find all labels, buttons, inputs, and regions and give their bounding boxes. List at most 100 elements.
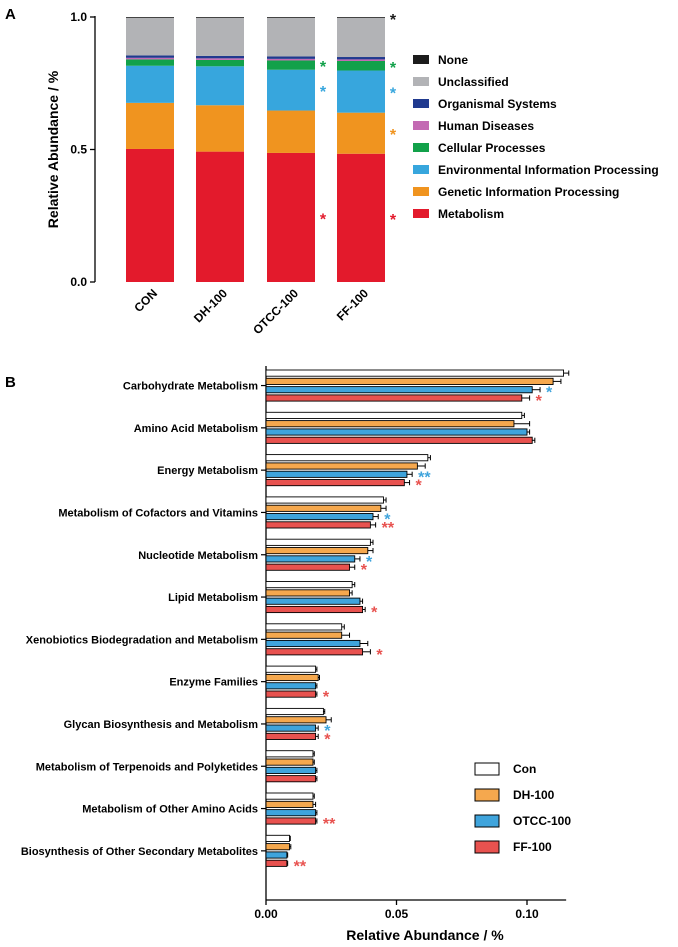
legend-swatch-ff-100 — [474, 840, 500, 854]
bar-lipid-metabolism-otcc-100 — [265, 597, 361, 605]
bar-nucleotide-metabolism-ff-100 — [265, 563, 350, 571]
bar-biosynthesis-of-other-secondary-metabolites-con — [265, 834, 290, 842]
bar-glycan-biosynthesis-and-metabolism-otcc-100 — [265, 724, 317, 732]
legend-swatch-environmental-information-processing — [413, 165, 429, 174]
category-label: Nucleotide Metabolism — [138, 550, 258, 562]
legend-label-organismal-systems: Organismal Systems — [438, 97, 557, 111]
x-category-label: OTCC-100 — [250, 286, 301, 337]
x-tick-label: 0.05 — [385, 907, 409, 921]
category-label: Metabolism of Other Amino Acids — [82, 804, 258, 816]
legend-swatch-human-diseases — [413, 121, 429, 130]
legend-swatch-metabolism — [413, 209, 429, 218]
significance-mark: * — [390, 127, 397, 144]
bar-con-genetic-information-processing — [126, 102, 174, 149]
significance-mark: * — [390, 212, 397, 229]
category-label: Glycan Biosynthesis and Metabolism — [64, 719, 259, 731]
bar-carbohydrate-metabolism-ff-100 — [265, 394, 523, 402]
bar-metabolism-of-terpenoids-and-polyketides-con — [265, 750, 314, 758]
significance-mark: * — [390, 12, 397, 29]
bar-ff-100-cellular-processes — [337, 60, 385, 71]
x-tick-label: 0.10 — [515, 907, 539, 921]
bar-carbohydrate-metabolism-dh-100 — [265, 377, 554, 385]
significance-mark: ** — [294, 858, 307, 875]
significance-mark: * — [536, 393, 543, 410]
bar-metabolism-of-other-amino-acids-ff-100 — [265, 817, 317, 825]
bar-energy-metabolism-otcc-100 — [265, 470, 408, 478]
bar-amino-acid-metabolism-ff-100 — [265, 436, 533, 444]
bar-ff-100-environmental-information-processing — [337, 70, 385, 113]
significance-mark: * — [546, 385, 553, 402]
bar-ff-100-none — [337, 17, 385, 18]
bar-energy-metabolism-dh-100 — [265, 462, 418, 470]
bar-ff-100-metabolism — [337, 153, 385, 282]
category-label: Enzyme Families — [169, 677, 258, 689]
bar-amino-acid-metabolism-dh-100 — [265, 420, 515, 428]
bar-otcc-100-organismal-systems — [267, 56, 315, 59]
legend-swatch-organismal-systems — [413, 99, 429, 108]
significance-mark: * — [361, 562, 368, 579]
bar-dh-100-human-diseases — [196, 58, 244, 60]
bar-con-unclassified — [126, 17, 174, 56]
category-label: Lipid Metabolism — [168, 592, 258, 604]
bar-con-none — [126, 17, 174, 18]
bar-glycan-biosynthesis-and-metabolism-ff-100 — [265, 732, 317, 740]
significance-mark: * — [324, 731, 331, 748]
bar-otcc-100-genetic-information-processing — [267, 110, 315, 153]
legend-label-genetic-information-processing: Genetic Information Processing — [438, 185, 619, 199]
bar-lipid-metabolism-ff-100 — [265, 605, 364, 614]
panel-b: B 0.00 0.05 0.10 Relative Abundance / % Carbo… — [5, 366, 571, 943]
y-tick-label: 1.0 — [70, 10, 87, 24]
bar-otcc-100-none — [267, 17, 315, 18]
bar-otcc-100-human-diseases — [267, 58, 315, 61]
bar-glycan-biosynthesis-and-metabolism-con — [265, 707, 324, 716]
legend-swatch-cellular-processes — [413, 143, 429, 152]
bar-enzyme-families-con — [265, 665, 317, 673]
bar-ff-100-organismal-systems — [337, 57, 385, 60]
legend-swatch-unclassified — [413, 77, 429, 86]
bar-dh-100-none — [196, 17, 244, 18]
bar-otcc-100-cellular-processes — [267, 60, 315, 70]
bar-xenobiotics-biodegradation-and-metabolism-otcc-100 — [265, 639, 361, 648]
bar-ff-100-genetic-information-processing — [337, 112, 385, 154]
bar-enzyme-families-dh-100 — [265, 673, 319, 682]
x-category-label: FF-100 — [334, 286, 371, 323]
legend-swatch-genetic-information-processing — [413, 187, 429, 196]
bar-dh-100-environmental-information-processing — [196, 66, 244, 106]
bar-nucleotide-metabolism-otcc-100 — [265, 555, 356, 563]
significance-mark: * — [323, 689, 330, 706]
legend-label-human-diseases: Human Diseases — [438, 119, 534, 133]
significance-mark: * — [324, 723, 331, 740]
significance-mark: ** — [323, 816, 336, 833]
legend-label-unclassified: Unclassified — [438, 75, 509, 89]
bar-con-environmental-information-processing — [126, 65, 174, 103]
bar-metabolism-of-cofactors-and-vitamins-otcc-100 — [265, 513, 374, 521]
legend-label-environmental-information-processing: Environmental Information Processing — [438, 163, 659, 177]
category-label: Xenobiotics Biodegradation and Metabolis… — [26, 634, 258, 646]
legend-label-con: Con — [513, 762, 536, 776]
bar-otcc-100-unclassified — [267, 17, 315, 57]
bar-xenobiotics-biodegradation-and-metabolism-dh-100 — [265, 631, 343, 639]
x-category-label: DH-100 — [191, 286, 230, 325]
bar-metabolism-of-cofactors-and-vitamins-ff-100 — [265, 521, 371, 529]
legend-label-none: None — [438, 53, 468, 67]
category-label: Amino Acid Metabolism — [134, 423, 258, 435]
legend-swatch-none — [413, 55, 429, 64]
panel-a: A 0.0 0.5 1.0 Relative Abundance / % CON DH-10… — [5, 6, 659, 337]
bar-ff-100-unclassified — [337, 17, 385, 58]
bar-lipid-metabolism-con — [265, 581, 353, 589]
category-label: Metabolism of Terpenoids and Polyketides — [36, 761, 258, 773]
panel-b-label: B — [5, 374, 16, 391]
significance-mark: * — [366, 554, 373, 571]
x-axis-title: Relative Abundance / % — [346, 927, 504, 943]
bar-lipid-metabolism-dh-100 — [265, 589, 350, 597]
significance-mark: ** — [418, 469, 431, 486]
y-axis-title: Relative Abundance / % — [45, 70, 61, 228]
bar-dh-100-metabolism — [196, 151, 244, 282]
significance-mark: * — [390, 60, 397, 77]
bar-dh-100-genetic-information-processing — [196, 105, 244, 152]
significance-mark: * — [320, 84, 327, 101]
significance-mark: * — [371, 605, 378, 622]
x-category-label: CON — [131, 286, 160, 315]
bar-carbohydrate-metabolism-otcc-100 — [265, 386, 533, 394]
